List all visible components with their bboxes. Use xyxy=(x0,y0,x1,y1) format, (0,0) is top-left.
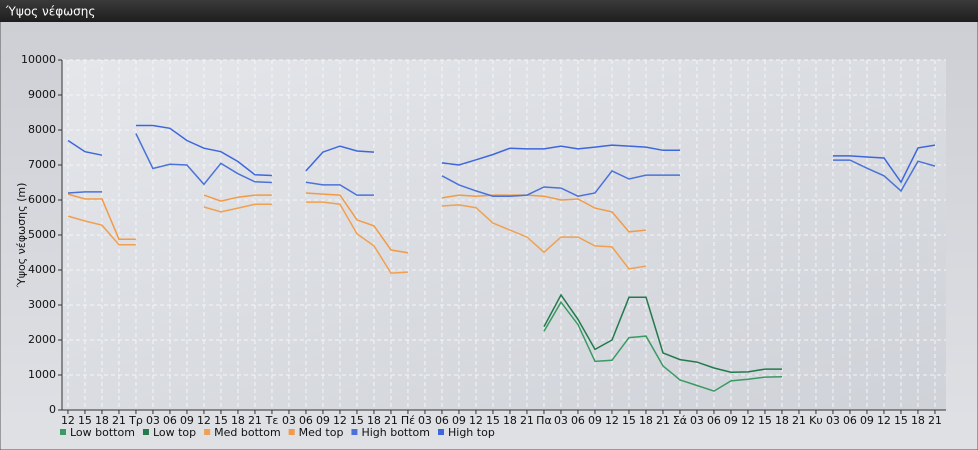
x-tick-label: 12 xyxy=(61,414,75,427)
y-tick-label: 0 xyxy=(49,403,56,416)
legend-label: Low top xyxy=(153,426,196,439)
x-tick-label: 03 xyxy=(282,414,296,427)
legend-label: Med top xyxy=(299,426,344,439)
x-tick-label: Σά xyxy=(673,414,687,427)
x-tick-label: 06 xyxy=(435,414,449,427)
x-tick-label: 21 xyxy=(384,414,398,427)
x-tick-label: Τε xyxy=(265,414,279,427)
x-tick-label: 21 xyxy=(248,414,262,427)
x-tick-label: 03 xyxy=(146,414,160,427)
x-tick-label: 03 xyxy=(554,414,568,427)
x-tick-label: 03 xyxy=(826,414,840,427)
legend-swatch xyxy=(142,429,149,435)
x-tick-label: 12 xyxy=(197,414,211,427)
x-tick-label: 15 xyxy=(486,414,500,427)
x-tick-label: 09 xyxy=(316,414,330,427)
x-tick-label: 09 xyxy=(724,414,738,427)
series-line xyxy=(543,293,782,373)
x-tick-label: 15 xyxy=(214,414,228,427)
y-axis-label: Ύψος νέφωσης (m) xyxy=(15,183,28,289)
chart-title: Ύψος νέφωσης xyxy=(5,5,95,19)
x-tick-label: 12 xyxy=(469,414,483,427)
series-line xyxy=(67,133,936,197)
x-tick-label: 21 xyxy=(520,414,534,427)
x-tick-label: 18 xyxy=(503,414,517,427)
x-tick-label: 12 xyxy=(333,414,347,427)
x-tick-label: 21 xyxy=(656,414,670,427)
x-tick-label: 12 xyxy=(741,414,755,427)
x-tick-label: Τρ xyxy=(128,414,143,427)
y-tick-label: 2000 xyxy=(28,333,56,346)
y-tick-label: 9000 xyxy=(28,88,56,101)
series-line xyxy=(67,124,936,184)
x-tick-label: Πέ xyxy=(401,414,415,427)
y-tick-label: 1000 xyxy=(28,368,56,381)
series-line xyxy=(67,201,647,274)
x-tick-label: 03 xyxy=(690,414,704,427)
y-tick-label: 3000 xyxy=(28,298,56,311)
x-tick-label: 09 xyxy=(588,414,602,427)
x-tick-label: 18 xyxy=(639,414,653,427)
x-tick-label: 15 xyxy=(350,414,364,427)
x-tick-label: 12 xyxy=(605,414,619,427)
legend-label: Med bottom xyxy=(214,426,281,439)
x-tick-label: 09 xyxy=(860,414,874,427)
y-tick-label: 5000 xyxy=(28,228,56,241)
x-tick-label: 06 xyxy=(571,414,585,427)
y-tick-label: 4000 xyxy=(28,263,56,276)
x-tick-label: 21 xyxy=(928,414,942,427)
x-tick-label: 09 xyxy=(452,414,466,427)
legend-swatch xyxy=(438,429,444,435)
x-tick-label: 18 xyxy=(95,414,109,427)
y-tick-label: 7000 xyxy=(28,158,56,171)
x-tick-label: 06 xyxy=(163,414,177,427)
x-tick-label: 12 xyxy=(877,414,891,427)
x-tick-label: 15 xyxy=(758,414,772,427)
legend-label: High top xyxy=(448,426,495,439)
x-tick-label: 15 xyxy=(622,414,636,427)
x-tick-label: 18 xyxy=(367,414,381,427)
x-tick-label: 18 xyxy=(911,414,925,427)
x-tick-label: 21 xyxy=(112,414,126,427)
series-line xyxy=(67,192,647,254)
y-tick-label: 8000 xyxy=(28,123,56,136)
legend-swatch xyxy=(351,429,358,435)
x-tick-label: 15 xyxy=(78,414,92,427)
x-tick-label: 06 xyxy=(843,414,857,427)
legend-swatch xyxy=(204,429,211,435)
legend-label: High bottom xyxy=(361,426,430,439)
legend-swatch xyxy=(288,429,295,435)
title-bar xyxy=(0,0,978,22)
x-tick-label: 03 xyxy=(418,414,432,427)
x-tick-label: 09 xyxy=(180,414,194,427)
x-tick-label: 15 xyxy=(894,414,908,427)
y-tick-label: 6000 xyxy=(28,193,56,206)
x-tick-label: Πα xyxy=(536,414,552,427)
x-tick-label: 06 xyxy=(299,414,313,427)
x-tick-label: 18 xyxy=(231,414,245,427)
legend-label: Low bottom xyxy=(70,426,135,439)
x-tick-label: 18 xyxy=(775,414,789,427)
x-tick-label: 21 xyxy=(792,414,806,427)
series-line xyxy=(543,300,783,392)
x-tick-label: 06 xyxy=(707,414,721,427)
legend-swatch xyxy=(60,429,66,435)
x-tick-label: Κυ xyxy=(809,414,823,427)
y-tick-label: 10000 xyxy=(21,53,56,66)
